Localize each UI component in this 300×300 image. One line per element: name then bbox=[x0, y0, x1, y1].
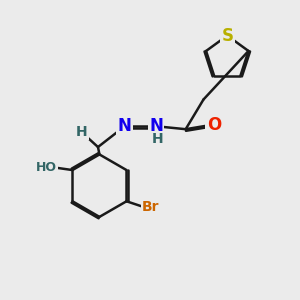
Text: N: N bbox=[118, 117, 132, 135]
Text: Br: Br bbox=[142, 200, 160, 214]
Text: O: O bbox=[207, 116, 221, 134]
Text: H: H bbox=[152, 132, 163, 146]
Text: S: S bbox=[221, 27, 233, 45]
Text: HO: HO bbox=[36, 160, 57, 174]
Text: H: H bbox=[76, 125, 88, 139]
Text: N: N bbox=[149, 117, 163, 135]
